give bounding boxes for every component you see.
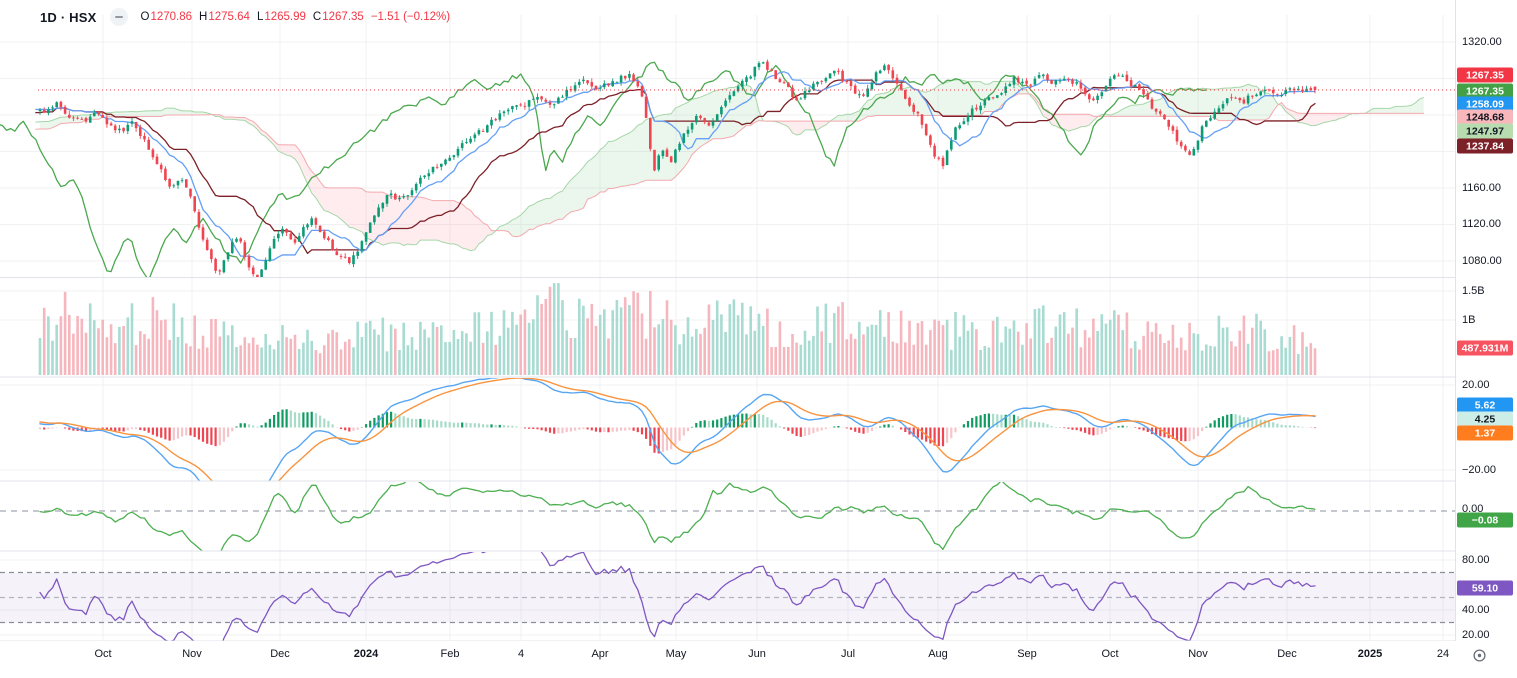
rsi-badge: 59.10	[1457, 580, 1513, 596]
symbol-title[interactable]: 1D · HSX	[40, 9, 97, 25]
time-axis-label: 2025	[1357, 648, 1383, 660]
price-tick: 1080.00	[1462, 255, 1502, 267]
volume-tick: 1B	[1462, 314, 1476, 326]
time-axis-label: 2024	[353, 648, 379, 660]
leading-span-a-badge: 1247.97	[1457, 123, 1513, 139]
macd-hist-badge: 4.25	[1457, 411, 1513, 427]
ohlc-readout: O 1270.86 H 1275.64 L 1265.99 C 1267.35 −1.5…	[141, 11, 451, 23]
high-value: 1275.64	[208, 11, 250, 23]
collapse-legend-button[interactable]	[109, 8, 128, 26]
low-value: 1265.99	[264, 11, 306, 23]
rsi-tick: 40.00	[1462, 604, 1490, 616]
time-axis-settings-button[interactable]	[1472, 648, 1498, 668]
open-value: 1270.86	[150, 11, 193, 23]
time-axis-label: Dec	[1277, 648, 1297, 660]
price-tick: 1320.00	[1462, 36, 1502, 48]
close-label: C	[312, 11, 322, 23]
rsi-tick: 80.00	[1462, 554, 1490, 566]
time-axis-label: May	[665, 648, 687, 660]
open-label: O	[140, 11, 150, 23]
volume-badge: 487.931M	[1457, 340, 1513, 356]
volume-tick: 1.5B	[1462, 285, 1485, 297]
macd-line-badge: 5.62	[1457, 397, 1513, 413]
chart-legend: 1D · HSX O 1270.86 H 1275.64 L 1265.99 C 126…	[40, 8, 450, 26]
close-value: 1267.35	[322, 11, 364, 23]
roc-tick: 0.00	[1462, 503, 1484, 515]
circle-dot-icon	[1473, 649, 1486, 662]
change-value: −1.51 (−0.12%)	[370, 11, 451, 23]
time-axis-label: Feb	[440, 648, 460, 660]
time-axis-label: 24	[1436, 648, 1450, 660]
high-label: H	[199, 11, 208, 23]
time-axis-label: Dec	[270, 648, 290, 660]
time-axis-label: Nov	[182, 648, 202, 660]
time-axis-label: Apr	[591, 648, 609, 660]
time-axis[interactable]: Oct Nov Dec 2024 Feb 4 Apr May Jun Jul Aug Sep Oct No…	[0, 641, 1517, 678]
leading-span-b-badge: 1248.68	[1457, 109, 1513, 125]
last-price-badge: 1267.35	[1457, 67, 1513, 83]
macd-tick: −20.00	[1462, 464, 1496, 476]
time-axis-label: Nov	[1188, 648, 1208, 660]
macd-tick: 20.00	[1462, 379, 1490, 391]
rsi-tick: 20.00	[1462, 629, 1490, 641]
time-axis-label: Sep	[1017, 648, 1037, 660]
price-axis[interactable]: 1320.00 1160.00 1120.00 1080.00 1.5B 1B 20.00 −…	[1456, 0, 1517, 641]
time-axis-label: 4	[517, 648, 525, 660]
minus-icon	[114, 16, 123, 18]
time-axis-label: Jun	[748, 648, 766, 660]
price-tick: 1120.00	[1462, 218, 1501, 230]
time-axis-label: Aug	[928, 648, 948, 660]
time-axis-label: Oct	[1101, 648, 1119, 660]
price-tick: 1160.00	[1462, 182, 1501, 194]
time-axis-label: Jul	[840, 648, 856, 660]
low-label: L	[256, 11, 264, 23]
roc-badge: −0.08	[1457, 512, 1513, 528]
conversion-line-badge: 1258.09	[1457, 96, 1513, 112]
lagging-span-badge: 1267.35	[1457, 83, 1513, 99]
macd-signal-badge: 1.37	[1457, 425, 1513, 441]
base-line-badge: 1237.84	[1457, 138, 1513, 154]
time-axis-label: Oct	[94, 648, 112, 660]
